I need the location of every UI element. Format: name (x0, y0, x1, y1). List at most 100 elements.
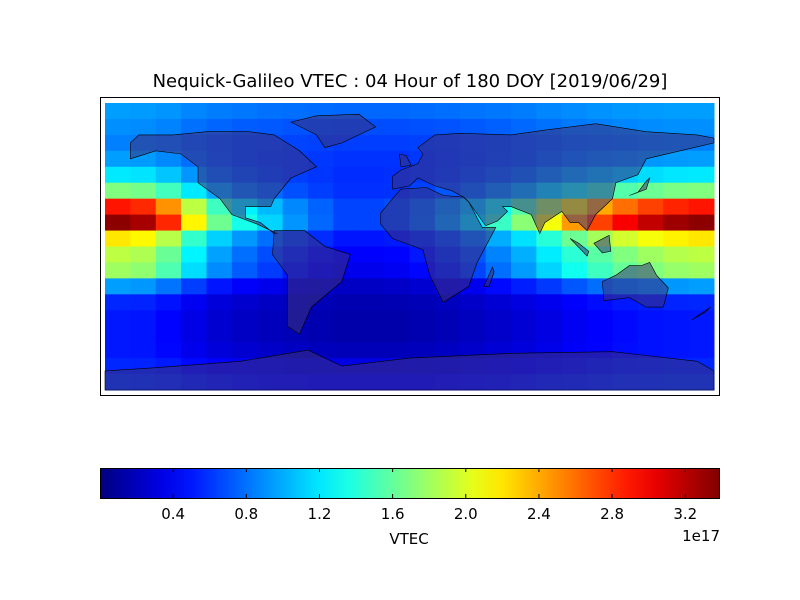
heatmap-cell (257, 342, 284, 359)
heatmap-cell (105, 118, 131, 136)
heatmap-cell (663, 182, 690, 200)
heatmap-cell (130, 294, 157, 311)
heatmap-cell (105, 310, 131, 327)
heatmap-cell (688, 294, 715, 311)
heatmap-cell (155, 150, 182, 168)
heatmap-cell (561, 278, 588, 295)
heatmap-cell (460, 310, 487, 327)
heatmap-cell (688, 150, 715, 168)
heatmap-cell (181, 182, 207, 200)
heatmap-cell (130, 310, 157, 327)
heatmap-cell (333, 198, 360, 216)
heatmap-cell (434, 342, 461, 359)
heatmap-cell (206, 326, 233, 343)
heatmap-cell (511, 103, 537, 120)
heatmap-cell (308, 310, 334, 327)
heatmap-cell (231, 103, 258, 120)
heatmap-cell (612, 103, 639, 120)
heatmap-cell (511, 214, 537, 232)
heatmap-cell (181, 103, 207, 120)
heatmap-cell (688, 103, 715, 120)
colorbar-tick-label: 1.6 (381, 505, 405, 523)
heatmap-cell (612, 230, 639, 247)
heatmap-cell (536, 262, 563, 279)
landmass-antarctica (104, 349, 715, 391)
colorbar-tick-label: 1.2 (308, 505, 332, 523)
heatmap-cell (130, 103, 157, 120)
colorbar-tick-label: 2.8 (600, 505, 624, 523)
colorbar-tick-label: 0.4 (161, 505, 185, 523)
heatmap-cell (561, 294, 588, 311)
heatmap-cell (485, 103, 512, 120)
heatmap-cell (434, 326, 461, 343)
heatmap-cell (511, 262, 537, 279)
heatmap-cell (688, 246, 715, 263)
heatmap-cell (333, 326, 360, 343)
landmass-new-zealand (691, 306, 711, 321)
heatmap-cell (663, 310, 690, 327)
heatmap-cell (130, 198, 157, 216)
heatmap-cell (434, 103, 461, 120)
heatmap-cell (637, 198, 664, 216)
heatmap-cell (587, 262, 613, 279)
heatmap-cell (206, 214, 233, 232)
heatmap-cell (130, 230, 157, 247)
heatmap-cell (282, 198, 309, 216)
continents-overlay (104, 113, 715, 391)
heatmap-cell (384, 310, 410, 327)
heatmap-cell (105, 103, 131, 120)
heatmap-cell (409, 342, 436, 359)
heatmap-cell (384, 134, 410, 152)
heatmap-cell (130, 214, 157, 232)
heatmap-cell (333, 214, 360, 232)
heatmap-cell (384, 342, 410, 359)
heatmap-cell (536, 230, 563, 247)
heatmap-cell (434, 310, 461, 327)
heatmap-cell (206, 278, 233, 295)
heatmap-cell (485, 246, 512, 263)
heatmap-cell (409, 326, 436, 343)
heatmap-cell (612, 246, 639, 263)
heatmap-cell (181, 326, 207, 343)
heatmap-cell (105, 326, 131, 343)
heatmap-cell (688, 166, 715, 184)
heatmap-cell (663, 326, 690, 343)
heatmap-cell (155, 166, 182, 184)
heatmap-cell (130, 118, 157, 136)
colorbar-tick-label: 3.2 (673, 505, 697, 523)
heatmap-cell (130, 278, 157, 295)
heatmap-cell (612, 182, 639, 200)
heatmap-cell (384, 118, 410, 136)
heatmap-cell (358, 246, 385, 263)
heatmap-cell (688, 230, 715, 247)
landmass-borneo (593, 234, 612, 254)
heatmap-cell (637, 166, 664, 184)
heatmap-cell (536, 326, 563, 343)
heatmap-cell (257, 103, 284, 120)
heatmap-cell (105, 230, 131, 247)
heatmap-cell (181, 230, 207, 247)
heatmap-cell (308, 198, 334, 216)
heatmap-cell (206, 118, 233, 136)
heatmap-cell (206, 230, 233, 247)
heatmap-cell (358, 310, 385, 327)
heatmap-cell (358, 150, 385, 168)
landmass-greenland (290, 113, 377, 148)
heatmap-cell (105, 150, 131, 168)
heatmap-cell (384, 294, 410, 311)
heatmap-cell (155, 103, 182, 120)
heatmap-cell (688, 326, 715, 343)
heatmap-cell (384, 246, 410, 263)
heatmap-cell (181, 310, 207, 327)
heatmap-cell (663, 262, 690, 279)
heatmap-cell (358, 342, 385, 359)
landmass-madagascar (483, 266, 495, 287)
heatmap-cell (181, 262, 207, 279)
heatmap-cell (308, 214, 334, 232)
heatmap-cell (561, 310, 588, 327)
heatmap-cell (282, 182, 309, 200)
heatmap-cell (511, 118, 537, 136)
heatmap-cell (409, 294, 436, 311)
heatmap-cell (105, 246, 131, 263)
heatmap-cell (105, 134, 131, 152)
